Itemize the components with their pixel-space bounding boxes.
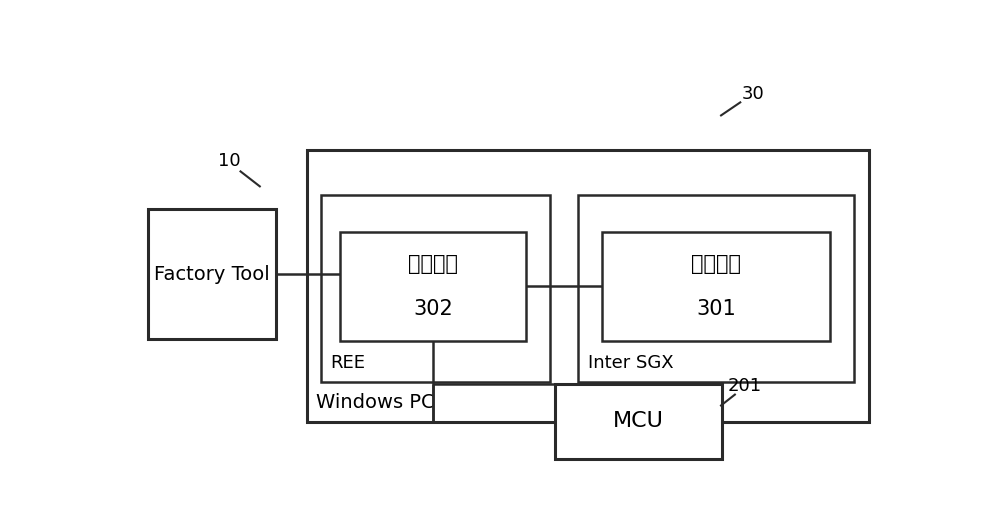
Text: REE: REE [330,354,365,372]
Bar [307,151,869,422]
Text: 守护进程: 守护进程 [408,254,458,274]
Bar [148,209,276,339]
Bar [340,232,526,341]
Text: 30: 30 [741,85,764,103]
Bar [321,195,550,382]
Text: 201: 201 [728,377,762,395]
Bar [602,232,830,341]
Text: 10: 10 [218,152,241,170]
Bar [578,195,854,382]
Text: Factory Tool: Factory Tool [154,265,270,284]
Text: 301: 301 [696,299,736,319]
Text: Windows PC: Windows PC [316,393,435,412]
Text: Inter SGX: Inter SGX [588,354,673,372]
Text: 302: 302 [414,299,453,319]
Text: 验证模块: 验证模块 [691,254,741,274]
Bar [555,384,722,459]
Text: MCU: MCU [613,412,664,432]
